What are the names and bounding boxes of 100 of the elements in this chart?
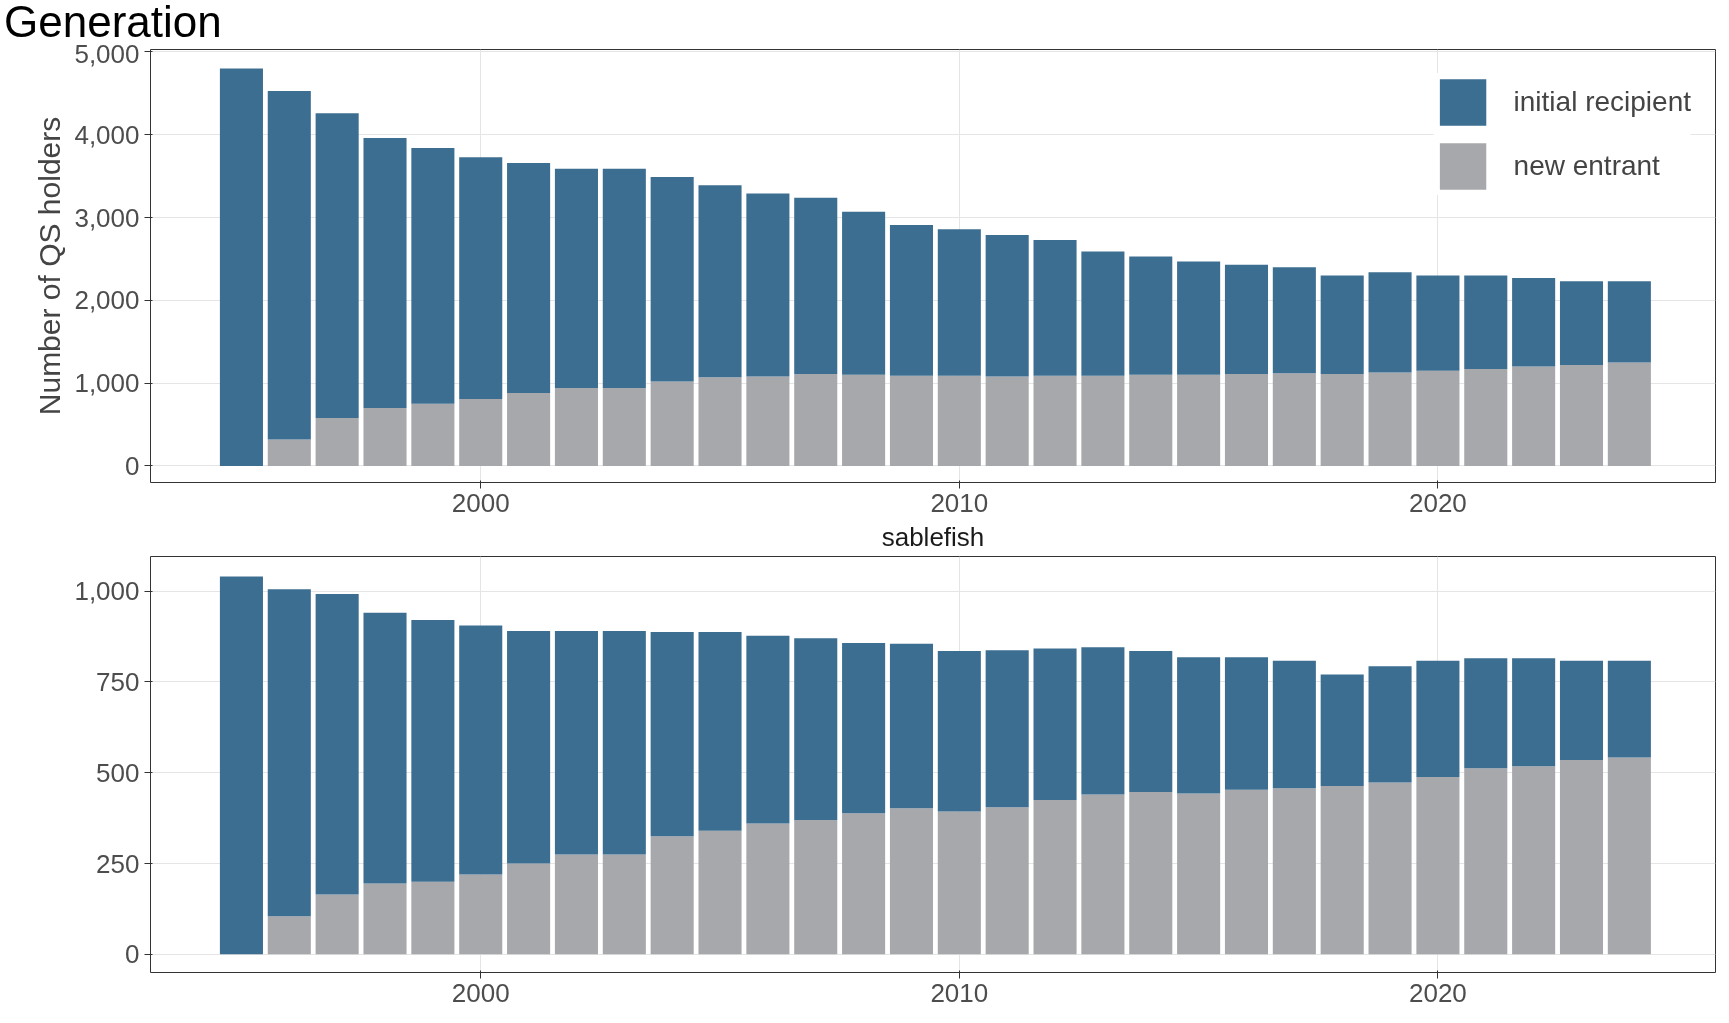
bar xyxy=(1464,658,1508,769)
bar xyxy=(650,381,694,466)
bar xyxy=(1129,374,1173,466)
bar xyxy=(363,883,407,955)
bar xyxy=(1607,660,1651,758)
bar xyxy=(650,177,694,382)
x-tick-label: 2010 xyxy=(930,487,989,518)
bar xyxy=(746,635,790,824)
bar xyxy=(267,916,311,955)
y-tick-label: 3,000 xyxy=(74,202,140,233)
bar xyxy=(507,630,551,864)
bar xyxy=(1416,660,1460,778)
bar xyxy=(1416,275,1460,371)
y-tick-label: 250 xyxy=(96,848,140,879)
bar xyxy=(1416,370,1460,466)
bar xyxy=(1081,375,1125,466)
bar xyxy=(1320,674,1364,787)
bar xyxy=(1224,657,1269,790)
bar xyxy=(1224,789,1269,955)
bar xyxy=(602,388,646,466)
bar xyxy=(1368,272,1412,373)
bar xyxy=(985,376,1029,466)
bar xyxy=(1607,281,1651,363)
bar xyxy=(1224,374,1269,466)
legend-label: new entrant xyxy=(1513,150,1660,182)
bar xyxy=(1320,275,1364,375)
bar xyxy=(937,375,981,466)
bar xyxy=(1224,264,1269,375)
bar xyxy=(889,643,933,809)
bar xyxy=(363,138,407,408)
x-tick-label: 2020 xyxy=(1409,977,1467,1008)
bar xyxy=(1272,373,1316,466)
bar xyxy=(1272,788,1316,955)
bar xyxy=(267,589,311,917)
bar xyxy=(507,393,551,466)
bar xyxy=(1559,660,1604,760)
bar xyxy=(1177,374,1221,466)
x-tick-label: 2020 xyxy=(1409,487,1467,518)
bar xyxy=(267,439,311,466)
y-tick-label: 4,000 xyxy=(74,119,140,150)
bar xyxy=(794,819,838,955)
bar xyxy=(1607,757,1651,955)
bar xyxy=(746,376,790,466)
y-axis-title: Number of QS holders xyxy=(33,116,67,416)
bar xyxy=(1177,261,1221,375)
bar xyxy=(1559,364,1604,466)
x-tick-label: 2000 xyxy=(451,977,510,1008)
bar xyxy=(219,68,263,466)
bar xyxy=(1033,375,1077,466)
bar xyxy=(1512,278,1556,367)
bar xyxy=(1272,267,1316,374)
bar xyxy=(698,377,742,466)
y-tick-label: 1,000 xyxy=(74,368,140,399)
bar xyxy=(698,632,742,831)
bar xyxy=(1607,362,1651,466)
bar xyxy=(1129,650,1173,792)
bar xyxy=(1129,256,1173,375)
y-tick-label: 0 xyxy=(125,939,140,970)
bar xyxy=(554,854,598,955)
bar xyxy=(1081,794,1125,955)
bar xyxy=(1320,786,1364,955)
bar xyxy=(411,403,455,466)
bar xyxy=(1464,768,1508,955)
bar xyxy=(1464,275,1508,370)
bar xyxy=(842,642,886,814)
bar xyxy=(411,881,455,955)
bar xyxy=(1416,777,1460,955)
bar xyxy=(1368,782,1412,955)
bar xyxy=(1559,759,1604,955)
bar xyxy=(889,375,933,466)
bar xyxy=(1081,251,1125,376)
bar xyxy=(459,625,503,875)
bar xyxy=(1559,281,1604,365)
bar xyxy=(889,225,933,376)
bar xyxy=(1033,648,1077,800)
bar xyxy=(1512,766,1556,955)
bar xyxy=(459,157,503,399)
bar xyxy=(1177,793,1221,955)
legend-label: initial recipient xyxy=(1513,86,1691,118)
bar xyxy=(363,612,407,884)
bar xyxy=(411,620,455,882)
bar xyxy=(507,162,551,394)
bar xyxy=(267,90,311,440)
x-tick-label: 2010 xyxy=(930,977,989,1008)
bar xyxy=(698,830,742,955)
bar xyxy=(842,211,886,375)
bar xyxy=(794,638,838,820)
bar xyxy=(507,863,551,955)
bar xyxy=(937,811,981,955)
bar xyxy=(1368,666,1412,783)
bar xyxy=(1320,374,1364,466)
bar xyxy=(1464,369,1508,466)
bar xyxy=(842,374,886,466)
bar xyxy=(459,398,503,466)
bar xyxy=(602,630,646,855)
bar xyxy=(889,808,933,955)
bar xyxy=(985,807,1029,955)
bar xyxy=(602,854,646,955)
bar xyxy=(794,374,838,466)
bar xyxy=(459,874,503,955)
